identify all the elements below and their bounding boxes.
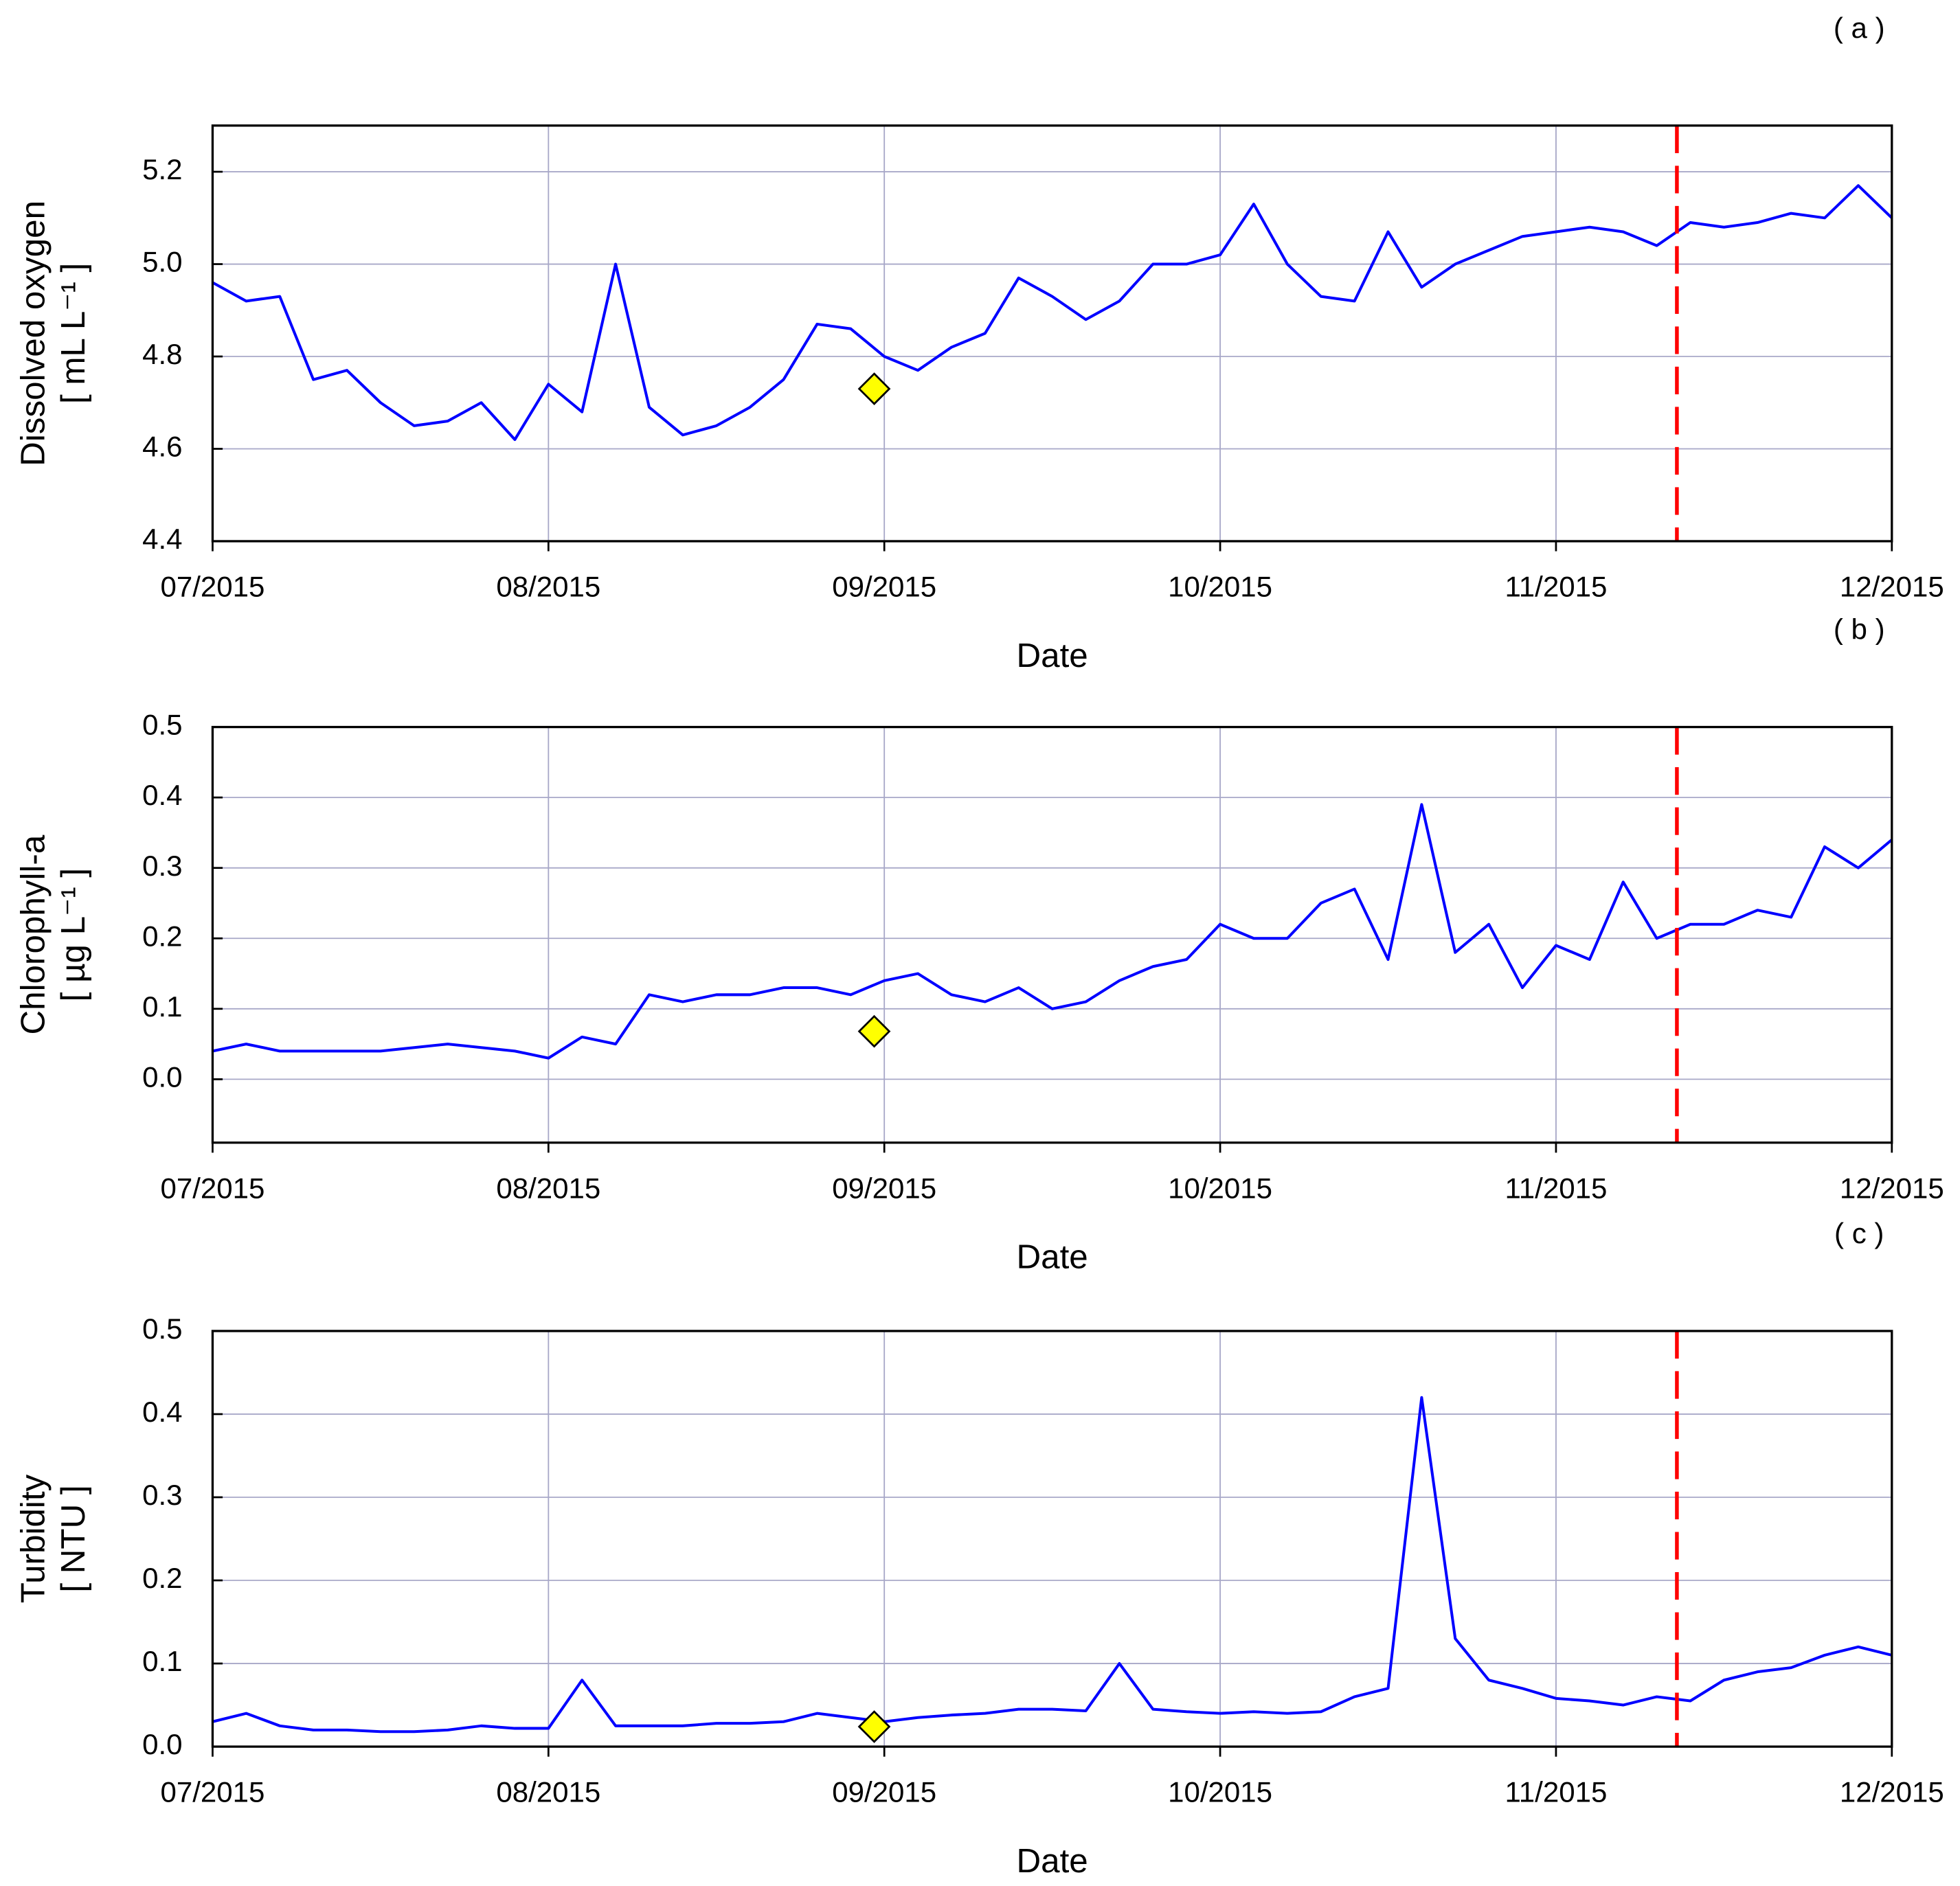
x-tick-label: 11/2015 bbox=[1505, 571, 1608, 603]
plot-frame bbox=[211, 124, 1893, 543]
x-tick-label: 08/2015 bbox=[496, 571, 600, 603]
x-tick-label: 08/2015 bbox=[496, 1776, 600, 1808]
x-tick-label: 07/2015 bbox=[160, 571, 264, 603]
x-tick-label: 11/2015 bbox=[1505, 1172, 1608, 1204]
x-tick-label: 12/2015 bbox=[1840, 571, 1944, 603]
x-tick-label: 10/2015 bbox=[1168, 1172, 1272, 1204]
y-tick-label: 0.5 bbox=[142, 709, 182, 741]
y-tick-label: 0.3 bbox=[142, 1479, 182, 1511]
panel-label: ( c ) bbox=[1834, 1217, 1884, 1249]
sample-marker bbox=[857, 1710, 891, 1743]
y-tick-label: 5.2 bbox=[142, 153, 182, 185]
data-line bbox=[212, 803, 1893, 1060]
y-tick-label: 0.2 bbox=[142, 1562, 182, 1594]
x-tick-label: 08/2015 bbox=[496, 1172, 600, 1204]
x-tick-label: 09/2015 bbox=[832, 571, 936, 603]
x-tick-label: 07/2015 bbox=[160, 1776, 264, 1808]
x-tick-label: 12/2015 bbox=[1840, 1776, 1944, 1808]
sample-marker bbox=[857, 1014, 891, 1048]
y-tick-label: 0.1 bbox=[142, 1645, 182, 1677]
y-axis-label: [ NTU ] bbox=[54, 1485, 92, 1592]
panel-label: ( b ) bbox=[1834, 613, 1885, 646]
y-tick-label: 0.1 bbox=[142, 990, 182, 1023]
x-tick-label: 09/2015 bbox=[832, 1172, 936, 1204]
panel-label: ( a ) bbox=[1834, 12, 1885, 44]
x-axis-label: Date bbox=[1016, 1842, 1088, 1880]
plot-frame bbox=[211, 1330, 1893, 1748]
y-tick-label: 4.6 bbox=[142, 431, 182, 463]
x-tick-label: 10/2015 bbox=[1168, 1776, 1272, 1808]
y-tick-label: 5.0 bbox=[142, 246, 182, 278]
x-axis-label: Date bbox=[1016, 1238, 1088, 1276]
y-tick-label: 0.4 bbox=[142, 779, 182, 811]
y-axis-label: Dissolved oxygen bbox=[14, 201, 52, 466]
y-axis-label: [ mL L⁻¹ ] bbox=[54, 263, 92, 404]
y-tick-label: 0.2 bbox=[142, 920, 182, 952]
y-tick-label: 0.0 bbox=[142, 1728, 182, 1760]
y-tick-label: 4.8 bbox=[142, 338, 182, 370]
y-tick-label: 4.4 bbox=[142, 523, 182, 555]
x-tick-label: 10/2015 bbox=[1168, 571, 1272, 603]
y-axis-label: Chlorophyll-a bbox=[14, 834, 52, 1034]
x-tick-label: 11/2015 bbox=[1505, 1776, 1608, 1808]
data-line bbox=[212, 1396, 1893, 1734]
y-tick-label: 0.3 bbox=[142, 850, 182, 882]
y-tick-label: 0.4 bbox=[142, 1396, 182, 1428]
y-axis-label: Turbidity bbox=[14, 1474, 52, 1603]
data-line bbox=[212, 184, 1893, 442]
sample-marker bbox=[857, 372, 891, 405]
y-tick-label: 0.5 bbox=[142, 1313, 182, 1345]
x-tick-label: 07/2015 bbox=[160, 1172, 264, 1204]
x-axis-label: Date bbox=[1016, 637, 1088, 674]
x-tick-label: 09/2015 bbox=[832, 1776, 936, 1808]
plot-frame bbox=[211, 725, 1893, 1144]
x-tick-label: 12/2015 bbox=[1840, 1172, 1944, 1204]
y-tick-label: 0.0 bbox=[142, 1060, 182, 1093]
y-axis-label: [ µg L⁻¹ ] bbox=[54, 868, 92, 1001]
